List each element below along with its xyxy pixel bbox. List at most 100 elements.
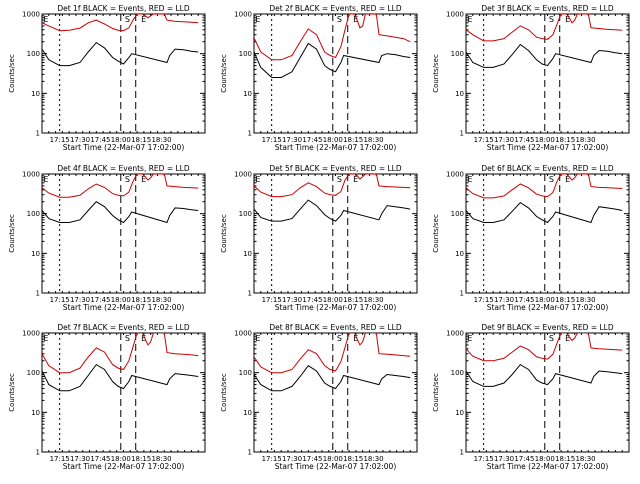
lld-series-line — [466, 14, 623, 42]
plot-frame — [253, 173, 418, 294]
y-tick-label: 10 — [243, 409, 252, 417]
x-axis-label: Start Time (22-Mar-07 17:02:00) — [63, 143, 185, 152]
x-tick-label: 18:15 — [131, 296, 151, 304]
x-axis-label: Start Time (22-Mar-07 17:02:00) — [275, 143, 397, 152]
x-tick-label: 18:30 — [575, 455, 595, 463]
y-tick-label: 100 — [239, 210, 252, 218]
x-tick-label: 18:30 — [151, 296, 171, 304]
y-tick-label: 1000 — [234, 330, 252, 338]
event-marker-label: E — [467, 175, 472, 184]
y-tick-label: 1 — [248, 130, 252, 138]
x-tick-label: 18:00 — [535, 455, 555, 463]
y-tick-label: 10 — [455, 90, 464, 98]
x-tick-label: 18:30 — [575, 136, 595, 144]
y-tick-label: 1000 — [234, 171, 252, 179]
y-axis-label: Counts/sec — [220, 54, 228, 93]
x-tick-label: 17:45 — [90, 455, 110, 463]
events-series-line — [42, 363, 199, 392]
detector-panel: Det 7f BLACK = Events, RED = LLD 1 10 100 10… — [8, 323, 206, 471]
y-axis-label: Counts/sec — [220, 214, 228, 253]
y-tick-label: 1 — [36, 290, 40, 298]
event-marker-label: E — [255, 334, 260, 343]
y-tick-label: 10 — [455, 409, 464, 417]
y-tick-label: 1 — [460, 130, 464, 138]
x-tick-label: 17:30 — [494, 296, 514, 304]
y-tick-label: 1000 — [446, 171, 464, 179]
plot-frame — [465, 13, 630, 134]
plot-frame — [253, 13, 418, 134]
x-tick-label: 18:30 — [575, 296, 595, 304]
y-axis-label: Counts/sec — [8, 373, 16, 412]
plot-frame — [41, 173, 206, 294]
event-marker-label: E — [565, 334, 570, 343]
event-marker-label: E — [565, 175, 570, 184]
panel-title: Det 5f BLACK = Events, RED = LLD — [269, 164, 402, 173]
lld-series-line — [466, 333, 623, 362]
x-tick-label: 17:30 — [494, 136, 514, 144]
y-tick-label: 10 — [243, 250, 252, 258]
x-tick-label: 18:15 — [343, 296, 363, 304]
event-marker-label: S — [337, 175, 342, 184]
events-series-line — [466, 201, 623, 224]
x-tick-label: 17:30 — [282, 455, 302, 463]
x-tick-label: 17:45 — [302, 136, 322, 144]
x-tick-label: 17:45 — [514, 296, 534, 304]
x-tick-label: 18:00 — [323, 136, 343, 144]
panel-title: Det 1f BLACK = Events, RED = LLD — [57, 4, 190, 13]
event-marker-label: S — [549, 334, 554, 343]
plot-frame — [41, 332, 206, 453]
lld-series-line — [42, 14, 199, 32]
event-marker-label: E — [141, 15, 146, 24]
lld-series-line — [42, 174, 199, 198]
x-tick-label: 17:30 — [70, 136, 90, 144]
x-tick-label: 18:30 — [363, 296, 383, 304]
panel-title: Det 8f BLACK = Events, RED = LLD — [269, 323, 402, 332]
y-tick-label: 100 — [27, 210, 40, 218]
x-tick-label: 18:00 — [111, 455, 131, 463]
x-tick-label: 17:15 — [474, 455, 494, 463]
x-axis-label: Start Time (22-Mar-07 17:02:00) — [275, 462, 397, 471]
x-tick-label: 18:15 — [343, 455, 363, 463]
y-tick-label: 1000 — [22, 171, 40, 179]
event-marker-label: E — [353, 175, 358, 184]
x-tick-label: 17:30 — [70, 296, 90, 304]
x-axis-label: Start Time (22-Mar-07 17:02:00) — [275, 303, 397, 312]
x-tick-label: 17:45 — [514, 455, 534, 463]
x-axis-label: Start Time (22-Mar-07 17:02:00) — [487, 462, 609, 471]
events-series-line — [254, 42, 411, 78]
event-marker-label: S — [549, 175, 554, 184]
detector-panel: Det 6f BLACK = Events, RED = LLD 1 10 100 10… — [432, 164, 630, 312]
event-marker-label: S — [125, 175, 130, 184]
x-tick-label: 17:45 — [90, 296, 110, 304]
x-axis-label: Start Time (22-Mar-07 17:02:00) — [487, 303, 609, 312]
x-tick-label: 17:15 — [262, 296, 282, 304]
x-tick-label: 18:00 — [323, 296, 343, 304]
y-tick-label: 10 — [455, 250, 464, 258]
event-marker-label: E — [43, 15, 48, 24]
x-tick-label: 18:30 — [151, 455, 171, 463]
lld-series-line — [254, 333, 411, 374]
x-tick-label: 18:15 — [555, 136, 575, 144]
panel-title: Det 6f BLACK = Events, RED = LLD — [481, 164, 614, 173]
event-marker-label: E — [353, 334, 358, 343]
y-tick-label: 1000 — [446, 330, 464, 338]
event-marker-label: E — [141, 334, 146, 343]
x-tick-label: 17:15 — [474, 296, 494, 304]
y-tick-label: 100 — [27, 369, 40, 377]
x-tick-label: 18:30 — [363, 136, 383, 144]
event-marker-label: S — [337, 15, 342, 24]
x-tick-label: 17:15 — [50, 136, 70, 144]
x-tick-label: 18:00 — [111, 296, 131, 304]
y-tick-label: 10 — [31, 90, 40, 98]
x-tick-label: 18:00 — [323, 455, 343, 463]
y-tick-label: 1 — [248, 290, 252, 298]
y-tick-label: 100 — [239, 50, 252, 58]
event-marker-label: E — [565, 15, 570, 24]
y-tick-label: 100 — [451, 210, 464, 218]
y-tick-label: 1 — [36, 449, 40, 457]
event-marker-label: E — [353, 15, 358, 24]
y-tick-label: 1 — [248, 449, 252, 457]
y-tick-label: 1 — [460, 449, 464, 457]
